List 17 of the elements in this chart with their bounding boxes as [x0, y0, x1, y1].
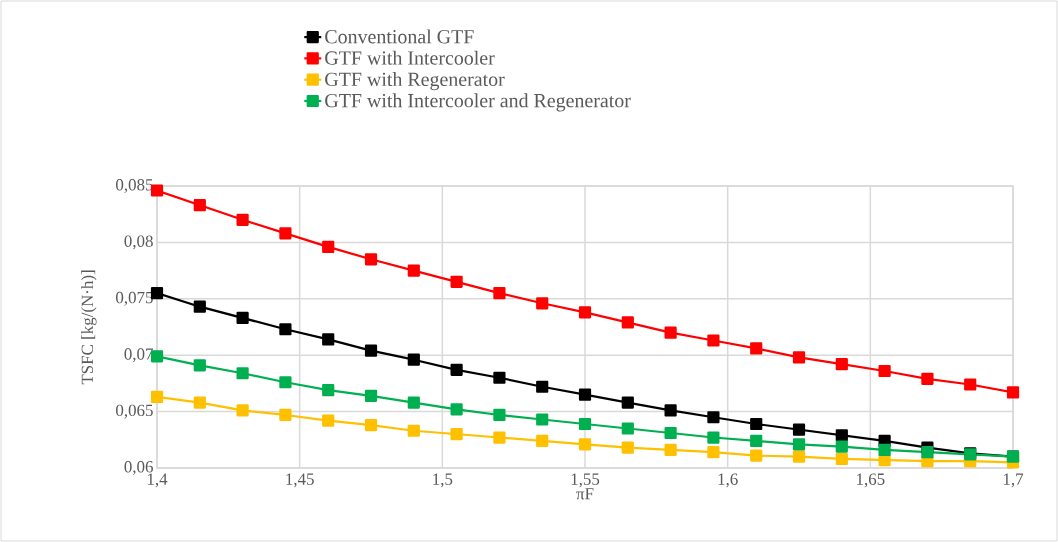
x-tick-label: 1,65 — [857, 473, 885, 488]
y-tick-label: 0,075 — [116, 291, 153, 306]
legend-label: GTF with Intercooler and Regenerator — [325, 93, 631, 112]
x-axis-title: πF — [576, 488, 594, 500]
legend-label: GTF with Intercooler — [325, 50, 495, 65]
y-tick-label: 0,065 — [116, 404, 153, 419]
x-tick-label: 1,45 — [286, 473, 314, 488]
y-tick-label: 0,08 — [124, 235, 153, 250]
x-tick-label: 1,5 — [433, 473, 453, 488]
legend-label: GTF with Regenerator — [325, 72, 505, 91]
legend-label: Conventional GTF — [325, 29, 474, 44]
x-tick-label: 1,7 — [1003, 473, 1024, 488]
x-tick-label: 1,4 — [147, 473, 168, 488]
y-tick-label: 0,06 — [124, 461, 153, 475]
x-tick-label: 1,6 — [718, 473, 738, 488]
x-tick-label: 1,55 — [571, 473, 600, 488]
y-axis-title: TSFC [kg/(N·h)] — [81, 270, 97, 385]
